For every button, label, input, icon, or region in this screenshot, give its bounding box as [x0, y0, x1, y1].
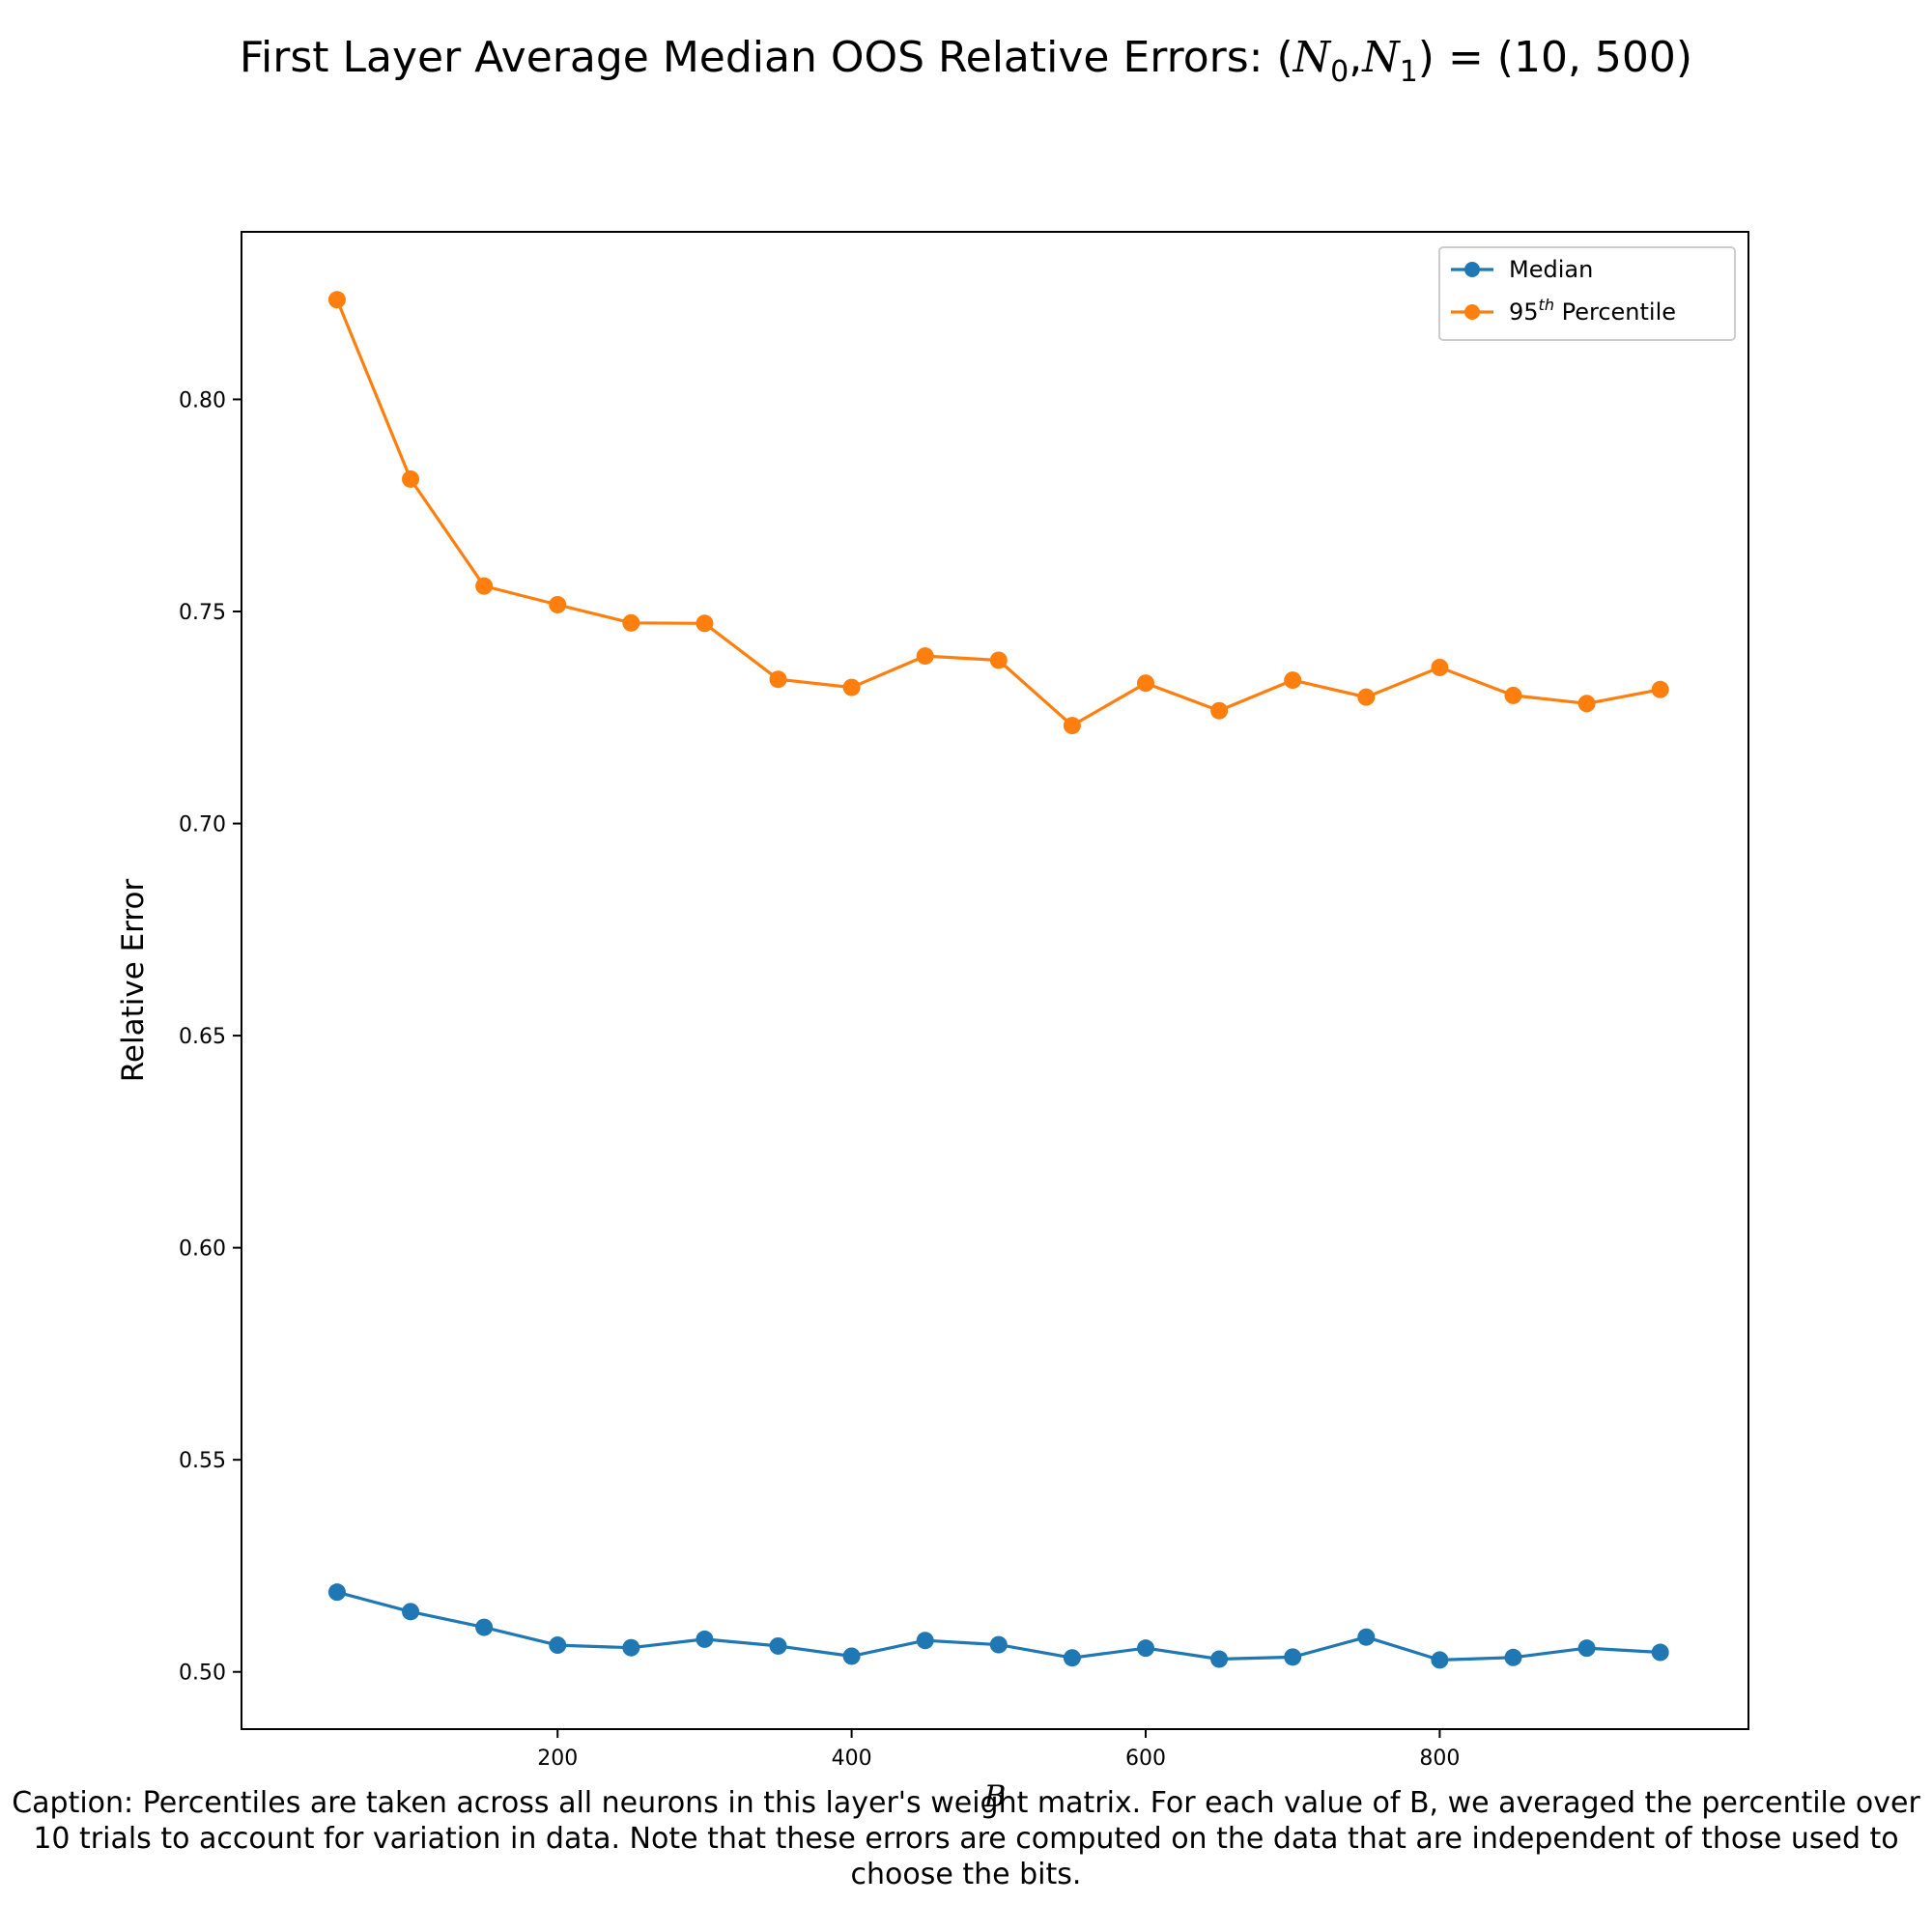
data-point — [1063, 717, 1081, 735]
x-tick-label: 600 — [1125, 1747, 1166, 1771]
legend-label: 95th Percentile — [1509, 296, 1676, 326]
data-point — [1431, 658, 1449, 676]
data-point — [1063, 1649, 1081, 1667]
data-point — [327, 1583, 346, 1602]
y-tick-label: 0.75 — [179, 601, 226, 625]
caption: Caption: Percentiles are taken across al… — [12, 1786, 1920, 1891]
data-point — [916, 647, 934, 666]
x-axis: 200 400 600 800 — [537, 1729, 1460, 1771]
y-tick-label: 0.55 — [179, 1449, 226, 1473]
data-point — [916, 1632, 934, 1650]
data-point — [1284, 671, 1302, 690]
series-percentile-95 — [327, 291, 1669, 735]
y-tick-label: 0.70 — [179, 813, 226, 838]
title-comma: , — [1349, 33, 1363, 82]
data-point — [1210, 1650, 1229, 1668]
data-point — [475, 1618, 494, 1636]
data-point — [769, 670, 787, 689]
data-point — [1651, 680, 1669, 698]
y-tick-label: 0.60 — [179, 1237, 226, 1262]
title-n0: N — [1293, 33, 1331, 82]
data-point — [327, 291, 346, 309]
y-axis: 0.50 0.55 0.60 0.65 0.70 0.75 0.80 — [179, 388, 242, 1686]
legend: Median 95th Percentile — [1438, 246, 1736, 341]
data-point — [696, 614, 714, 633]
x-tick-label: 200 — [537, 1747, 578, 1771]
data-point — [1137, 674, 1154, 693]
data-point — [769, 1636, 787, 1655]
legend-box — [1438, 246, 1736, 341]
data-point — [402, 1603, 420, 1621]
y-axis-title: Relative Error — [116, 879, 151, 1083]
data-point — [622, 613, 640, 632]
chart-title: First Layer Average Median OOS Relative … — [0, 33, 1932, 89]
plot-frame — [241, 231, 1749, 1730]
data-point — [989, 1635, 1008, 1654]
data-point — [402, 469, 420, 488]
data-point — [475, 577, 494, 595]
y-tick-label: 0.65 — [179, 1025, 226, 1049]
y-tick-label: 0.50 — [179, 1662, 226, 1686]
title-n1: N — [1362, 33, 1400, 82]
x-axis-title: B — [983, 1779, 1007, 1814]
title-n0-sub: 0 — [1330, 54, 1350, 89]
x-tick-label: 400 — [832, 1747, 872, 1771]
data-point — [696, 1630, 714, 1648]
title-prefix: First Layer Average Median OOS Relative … — [239, 33, 1293, 82]
data-point — [842, 678, 861, 696]
legend-marker — [1464, 304, 1480, 320]
data-point — [549, 1636, 567, 1655]
legend-marker — [1464, 262, 1480, 277]
title-suffix: ) = (10, 500) — [1417, 33, 1693, 82]
data-point — [1284, 1648, 1302, 1666]
data-point — [1357, 1628, 1376, 1646]
data-point — [989, 651, 1008, 669]
data-point — [1651, 1643, 1669, 1662]
data-point — [1357, 688, 1376, 706]
title-n1-sub: 1 — [1399, 54, 1418, 89]
data-point — [1504, 686, 1522, 704]
data-point — [1577, 695, 1596, 713]
y-tick-label: 0.80 — [179, 388, 226, 412]
data-point — [1210, 701, 1229, 720]
legend-label: Median — [1509, 256, 1593, 283]
data-point — [1504, 1648, 1522, 1666]
data-point — [1431, 1651, 1449, 1669]
series-layer — [327, 291, 1669, 1669]
x-tick-label: 800 — [1419, 1747, 1460, 1771]
data-point — [842, 1647, 861, 1665]
series-median — [327, 1583, 1669, 1669]
data-point — [622, 1638, 640, 1657]
data-point — [1577, 1639, 1596, 1658]
data-point — [1137, 1639, 1154, 1658]
data-point — [549, 595, 567, 613]
